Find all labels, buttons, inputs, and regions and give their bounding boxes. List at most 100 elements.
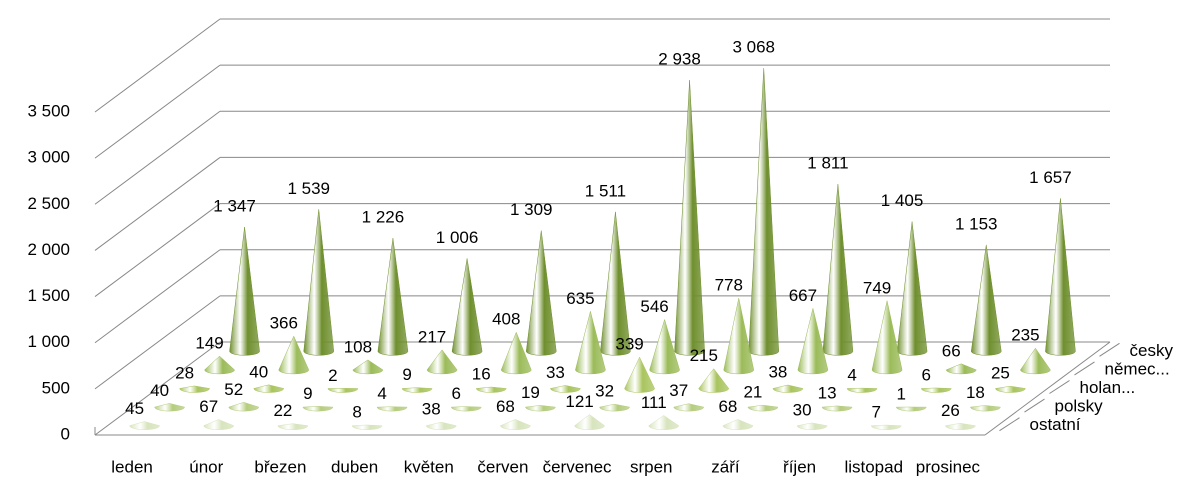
cone [895,406,927,412]
cone [451,258,483,356]
cone [945,423,976,430]
value-label: 121 [565,392,593,411]
value-label: 40 [249,362,268,381]
value-label: 9 [303,384,312,403]
value-label: 4 [847,366,856,385]
x-tick-label: říjen [783,457,816,476]
x-tick-label: prosinec [916,457,981,476]
cone [302,406,334,412]
value-label: 1 539 [287,179,330,198]
cone [649,318,680,375]
value-label: 8 [352,402,361,421]
x-tick-label: červen [477,457,528,476]
legend-label: holan... [1080,378,1136,397]
value-label: 215 [690,346,718,365]
cone [450,406,482,412]
cone [896,221,928,356]
value-label: 33 [546,363,565,382]
cone [747,404,779,412]
cone [351,424,383,430]
cone [920,387,952,393]
value-label: 339 [615,335,643,354]
value-label: 38 [422,400,441,419]
axis-tick [999,417,1020,432]
grid-line [94,249,221,344]
cone [1020,347,1051,375]
x-tick-label: březen [254,457,306,476]
cone [500,419,531,430]
y-tick-label: 1 000 [27,332,70,351]
value-label: 1 153 [955,214,998,233]
cone [303,209,335,356]
x-tick-label: srpen [630,457,673,476]
cone [599,403,630,412]
cone [722,419,754,430]
y-tick-label: 0 [61,424,70,443]
value-label: 21 [743,383,762,402]
value-label: 68 [496,397,515,416]
cone [253,384,285,393]
cone [970,405,1001,412]
cone [945,363,977,375]
axis-line [984,341,1111,436]
value-label: 408 [492,310,520,329]
cone [624,356,655,393]
cone [673,403,705,412]
value-label: 1 511 [585,181,626,200]
value-label: 9 [402,365,411,384]
value-label: 1 [897,384,906,403]
x-tick-label: únor [189,457,223,476]
value-label: 30 [793,400,812,419]
cone [698,368,730,393]
cone [870,424,902,430]
value-label: 7 [872,403,881,422]
cone [995,385,1026,393]
cone [154,403,185,412]
cone [648,415,680,430]
cone [574,414,605,430]
value-label: 749 [863,278,891,297]
y-tick-label: 500 [42,378,70,397]
value-label: 66 [942,341,961,360]
axis-tick [1099,342,1120,357]
y-tick-label: 2 500 [27,194,70,213]
cone [525,405,556,412]
cone [846,387,878,393]
value-label: 16 [472,365,491,384]
cone [425,421,457,430]
value-label: 13 [818,383,837,402]
value-label: 108 [344,337,372,356]
cone [525,230,557,356]
cone [797,308,829,375]
cone [821,405,853,412]
x-tick-label: listopad [844,457,903,476]
grid-line [94,295,221,390]
cone [970,244,1002,356]
value-label: 3 068 [732,38,775,57]
value-label: 38 [768,362,787,381]
legend-label: česky [1130,341,1174,360]
value-label: 18 [966,383,985,402]
grid-line [94,203,221,297]
cone [600,211,631,356]
cone [475,386,507,393]
axis-tick [1074,361,1095,376]
cone [377,238,409,356]
value-label: 635 [566,289,594,308]
value-label: 67 [199,397,218,416]
value-label: 1 405 [881,191,924,210]
axis-tick [1024,398,1045,413]
value-label: 28 [175,363,194,382]
value-label: 1 006 [436,228,479,247]
y-tick-label: 3 500 [27,101,70,120]
grid-line [94,18,221,113]
value-label: 1 226 [362,208,405,227]
cone [327,388,359,393]
value-label: 546 [640,297,668,316]
value-label: 149 [195,334,223,353]
value-label: 68 [718,397,737,416]
cone [376,406,408,412]
value-label: 25 [991,364,1010,383]
cone [500,331,532,375]
